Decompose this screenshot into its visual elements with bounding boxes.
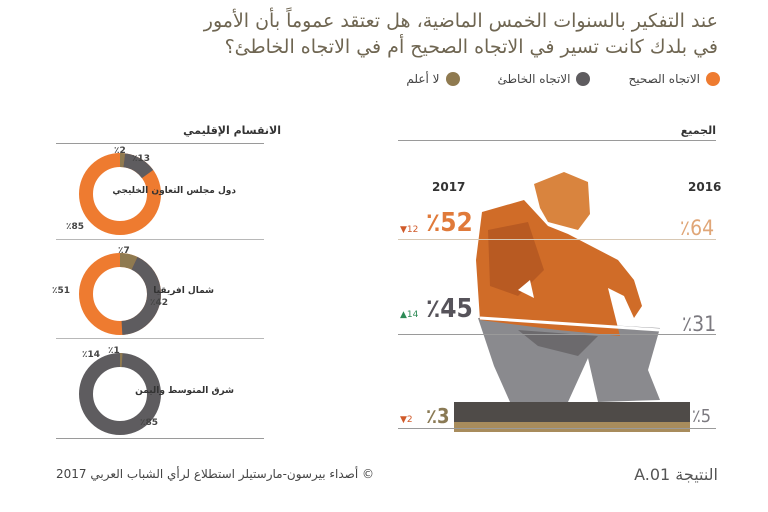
divider [56,338,264,339]
row-rule-wrong [398,334,716,335]
overall-header-rule [398,140,716,141]
year-2016: 2016 [688,180,722,194]
legend-item-right: الاتجاه الصحيح [628,72,720,86]
value-2016-wrong: ٪31 [682,312,717,336]
value-2017-right: ٪52 [426,208,473,238]
legend-dot-gray-icon [576,72,591,86]
wrong-label: ٪42 [150,298,169,308]
copyright-text: © أصداء بيرسون-مارستيلر استطلاع لرأي الش… [56,467,374,481]
donut-chart-north-africa [79,253,161,335]
region-name: شمال افريقيا [153,286,214,296]
year-2017: 2017 [432,180,466,194]
donut-row-north-africa: ٪7 ٪42 ٪51 شمال افريقيا [52,244,264,342]
title-line-2: في بلدك كانت تسير في الاتجاه الصحيح أم ف… [224,36,718,58]
donut-row-levant-yemen: ٪1 ٪14 ٪85 شرق المتوسط واليمن [56,344,264,442]
legend-label: لا أعلم [406,72,440,86]
donut-row-gcc: ٪2 ٪13 ٪85 دول مجلس التعاون الخليجي [56,144,264,242]
chart-title: عند التفكير بالسنوات الخمس الماضية، هل ت… [38,8,718,60]
regional-header: الانقسام الإقليمي [183,124,281,137]
result-id: النتيجة A.01 [634,465,718,484]
legend: الاتجاه الصحيح الاتجاه الخاطئ لا أعلم [406,72,720,86]
change-indicator-down: ▼2 [400,415,413,425]
change-indicator-down: ▼12 [400,225,419,235]
region-name: دول مجلس التعاون الخليجي [112,186,236,196]
row-rule-dk [398,428,716,429]
divider [56,438,264,439]
legend-item-dont-know: لا أعلم [406,72,460,86]
value-2016-right: ٪64 [680,216,715,240]
value-2017-dk: ٪3 [426,404,450,428]
dk-label: ٪7 [118,246,130,256]
dk-label: ٪1 [108,346,120,356]
dk-label: ٪2 [114,146,126,156]
value-2016-dk: ٪5 [692,406,712,427]
overall-header: الجميع [680,124,716,137]
right-label: ٪14 [82,350,101,360]
legend-item-wrong: الاتجاه الخاطئ [498,72,591,86]
divider [56,239,264,240]
legend-dot-brown-icon [445,72,460,86]
wrong-label: ٪85 [140,418,159,428]
right-label: ٪51 [52,286,71,296]
wrong-label: ٪13 [132,154,151,164]
donut-chart-gcc [79,153,161,235]
region-name: شرق المتوسط واليمن [135,386,234,396]
right-label: ٪85 [66,222,85,232]
regional-header-rule [56,143,264,144]
value-2017-wrong: ٪45 [426,294,473,324]
row-rule-right [398,239,716,240]
change-indicator-up: ▲14 [400,310,419,320]
person-illustration [454,172,690,432]
donut-chart-levant-yemen [79,353,161,435]
legend-dot-orange-icon [706,72,720,86]
legend-label: الاتجاه الصحيح [628,72,700,86]
title-line-1: عند التفكير بالسنوات الخمس الماضية، هل ت… [203,10,718,32]
legend-label: الاتجاه الخاطئ [497,72,571,86]
